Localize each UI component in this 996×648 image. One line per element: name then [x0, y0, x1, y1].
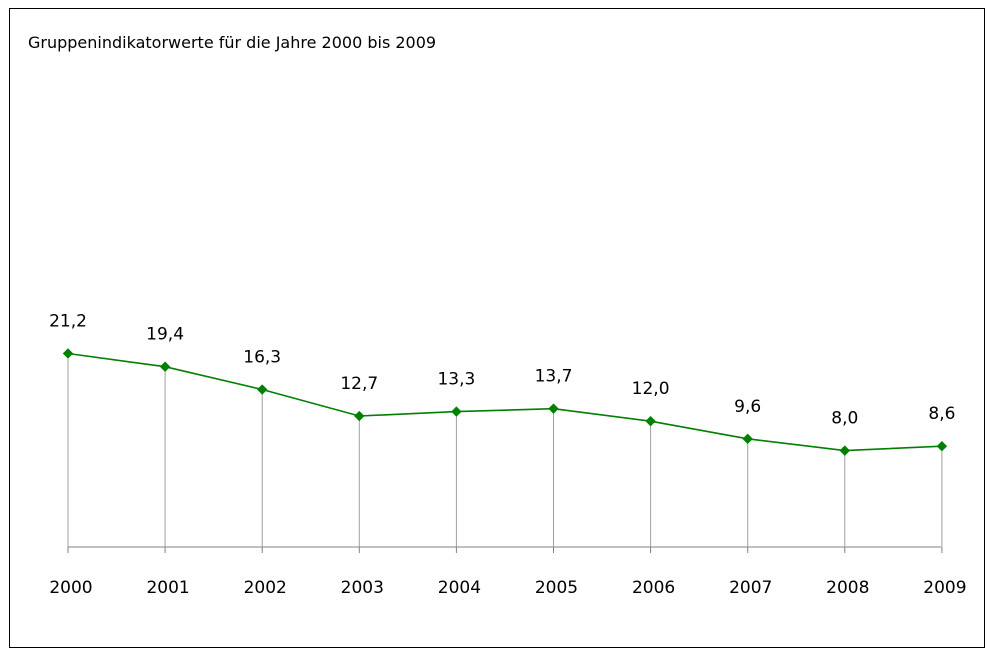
data-point-marker: [839, 445, 850, 456]
x-tick-label: 2008: [826, 578, 869, 598]
series-line: [67, 352, 942, 452]
x-tick-label: 2002: [244, 578, 287, 598]
data-label: 21,2: [49, 311, 87, 331]
chart-title: Gruppenindikatorwerte für die Jahre 2000…: [28, 33, 436, 52]
data-label: 9,6: [734, 397, 761, 417]
x-tick-label: 2003: [341, 578, 384, 598]
line-chart: Gruppenindikatorwerte für die Jahre 2000…: [28, 33, 967, 598]
data-point-marker: [742, 433, 753, 445]
x-tick-label: 2001: [146, 578, 189, 598]
data-point-marker: [62, 348, 74, 359]
data-label: 8,6: [928, 404, 955, 424]
data-label: 16,3: [243, 348, 281, 368]
data-markers: [62, 348, 948, 456]
data-point-marker: [354, 410, 365, 422]
x-tick-label: 2000: [49, 578, 92, 598]
data-point-marker: [451, 406, 462, 417]
x-tick-label: 2009: [923, 578, 966, 598]
data-point-marker: [548, 403, 559, 414]
chart-frame: [9, 8, 985, 648]
data-label: 19,4: [146, 325, 184, 345]
data-point-marker: [159, 361, 171, 372]
data-point-marker: [645, 415, 656, 427]
x-tick-label: 2006: [632, 578, 675, 598]
data-point-marker: [936, 441, 948, 452]
x-tick-labels: 2000 2001 2002 2003 2004 2005 2006 2007 2008 2009: [49, 578, 966, 598]
x-tick-label: 2007: [729, 578, 772, 598]
drop-lines: [67, 353, 943, 547]
data-label: 13,7: [535, 367, 573, 387]
data-label: 12,7: [340, 374, 378, 394]
data-point-marker: [257, 384, 268, 395]
x-tick-label: 2004: [438, 578, 481, 598]
data-label: 8,0: [831, 409, 858, 429]
x-tick-label: 2005: [535, 578, 578, 598]
data-labels: 21,2 19,4 16,3 12,7 13,3 13,7 12,0 9,6 8,0 8,6: [49, 311, 955, 428]
x-axis-ticks: [67, 547, 943, 553]
data-label: 13,3: [437, 370, 475, 390]
data-label: 12,0: [632, 379, 670, 399]
